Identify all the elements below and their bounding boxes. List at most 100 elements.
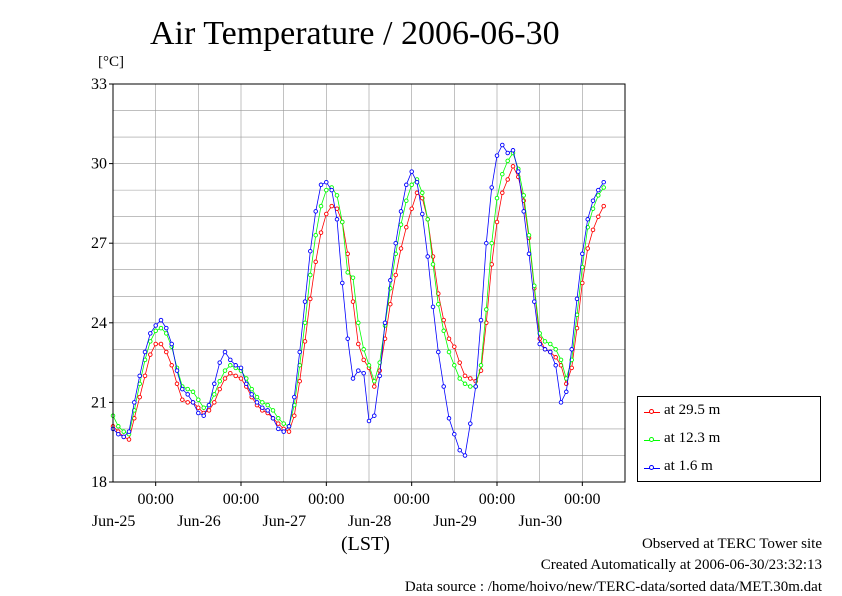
data-point xyxy=(196,405,201,410)
data-point xyxy=(116,431,121,437)
series-layer xyxy=(110,142,606,458)
data-point xyxy=(158,317,164,323)
data-point xyxy=(590,198,596,203)
data-point xyxy=(356,320,361,326)
y-tick-label: 33 xyxy=(91,76,107,93)
data-point xyxy=(308,272,313,278)
data-point xyxy=(452,431,457,437)
data-point xyxy=(324,179,329,185)
data-point xyxy=(276,426,281,432)
data-point xyxy=(340,280,345,286)
y-tick-label: 30 xyxy=(91,156,107,173)
data-point xyxy=(190,389,196,395)
x-tick-time-label: 00:00 xyxy=(393,491,429,508)
data-point xyxy=(580,251,585,257)
data-point xyxy=(500,190,505,196)
data-point xyxy=(553,363,558,368)
data-point xyxy=(441,328,446,334)
data-point xyxy=(302,339,308,344)
data-point xyxy=(292,394,297,400)
data-point xyxy=(468,421,473,426)
data-point xyxy=(297,378,302,384)
data-point xyxy=(521,209,526,214)
data-point xyxy=(366,363,372,368)
data-point xyxy=(148,352,153,357)
data-point xyxy=(318,182,324,188)
data-point xyxy=(425,217,430,222)
data-point xyxy=(169,341,174,347)
data-point xyxy=(457,447,462,453)
data-point xyxy=(361,370,366,376)
data-point xyxy=(153,341,158,347)
y-tick-label: 21 xyxy=(91,394,107,411)
legend-item: at 12.3 m xyxy=(638,428,820,448)
data-point xyxy=(468,376,473,381)
data-point xyxy=(249,386,254,392)
data-point xyxy=(532,299,537,304)
data-point xyxy=(222,368,228,373)
data-point xyxy=(393,240,398,246)
data-point xyxy=(297,349,302,355)
data-point xyxy=(372,384,377,389)
data-point xyxy=(164,325,169,331)
data-point xyxy=(238,365,244,371)
data-point xyxy=(158,325,164,331)
data-point xyxy=(180,386,185,392)
data-point xyxy=(420,211,425,217)
data-point xyxy=(345,336,350,341)
data-point xyxy=(404,182,409,188)
data-point xyxy=(478,317,484,323)
data-point xyxy=(228,370,233,376)
data-point xyxy=(153,328,158,334)
data-point xyxy=(174,368,180,373)
data-point xyxy=(276,421,281,426)
legend-label: at 12.3 m xyxy=(664,430,721,446)
data-point xyxy=(142,373,148,379)
x-tick-date-label: Jun-30 xyxy=(519,513,563,530)
data-point xyxy=(596,193,601,198)
data-point xyxy=(553,355,558,360)
data-point xyxy=(276,416,281,421)
data-point xyxy=(116,424,121,429)
data-point xyxy=(494,219,500,225)
data-point xyxy=(404,198,409,203)
data-point xyxy=(233,373,238,379)
data-point xyxy=(222,349,228,355)
data-point xyxy=(382,320,388,326)
data-point xyxy=(212,381,217,387)
data-point xyxy=(585,217,590,222)
data-point xyxy=(286,424,292,429)
data-point xyxy=(446,416,452,421)
data-point xyxy=(281,421,286,426)
data-point xyxy=(505,177,510,182)
data-point xyxy=(414,179,420,185)
data-point xyxy=(249,392,254,397)
data-point xyxy=(201,413,206,418)
data-point xyxy=(569,347,574,352)
data-point xyxy=(158,341,164,347)
legend-item: at 29.5 m xyxy=(638,400,820,420)
data-point xyxy=(430,304,436,310)
x-tick-time-label: 00:00 xyxy=(479,491,515,508)
data-point xyxy=(185,400,190,405)
data-point xyxy=(196,397,201,402)
data-point xyxy=(313,209,318,214)
data-point xyxy=(318,203,324,209)
data-point xyxy=(265,408,270,413)
data-point xyxy=(201,405,206,410)
data-point xyxy=(420,190,425,196)
data-point xyxy=(409,182,414,188)
data-point xyxy=(254,400,260,405)
x-tick-time-label: 00:00 xyxy=(137,491,173,508)
data-point xyxy=(217,360,222,365)
data-point xyxy=(270,408,276,413)
data-point xyxy=(121,434,126,440)
data-point xyxy=(500,171,505,177)
data-point xyxy=(601,179,606,185)
data-point xyxy=(265,402,270,408)
data-point xyxy=(494,195,500,201)
data-point xyxy=(409,169,414,174)
x-axis-timezone-label: (LST) xyxy=(341,533,390,555)
data-point xyxy=(212,392,217,397)
